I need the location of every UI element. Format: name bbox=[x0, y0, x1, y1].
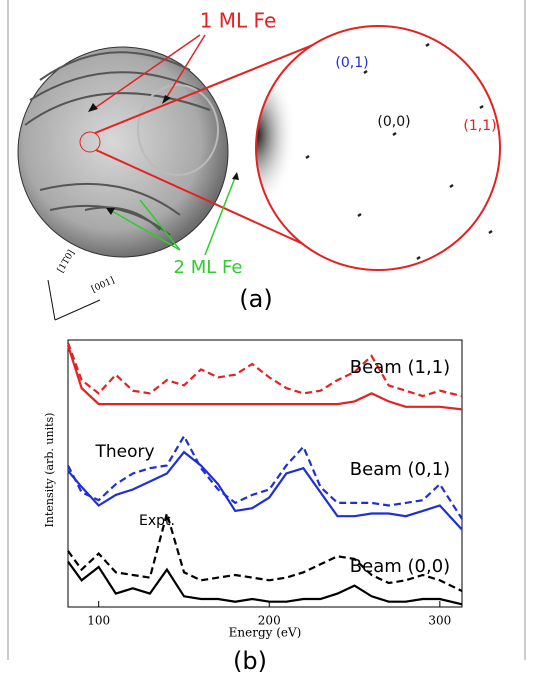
spot-label: (0,0) bbox=[377, 114, 410, 130]
panel-label: (a) bbox=[239, 285, 272, 313]
series-line bbox=[67, 433, 463, 520]
axes-arrows bbox=[47, 279, 101, 321]
series-line bbox=[66, 342, 463, 398]
pointer bbox=[109, 174, 237, 256]
arrowhead bbox=[88, 95, 239, 215]
annotation: Beam (0,1) bbox=[350, 459, 450, 480]
series-line bbox=[67, 509, 463, 592]
panel-label: (b) bbox=[233, 647, 267, 675]
annotation: Expt. bbox=[139, 513, 175, 529]
annotation: Beam (1,1) bbox=[350, 357, 450, 378]
series-line bbox=[66, 344, 463, 411]
zoom-line bbox=[94, 31, 346, 134]
spot-label: (1,1) bbox=[463, 118, 496, 134]
x-tick-label: 200 bbox=[258, 614, 281, 628]
terraces bbox=[24, 51, 219, 236]
direction-label: [1T0] bbox=[56, 249, 77, 275]
y-axis-label: Intensity (arb. units) bbox=[43, 413, 56, 528]
annotation: Theory bbox=[94, 442, 154, 462]
zoom-region bbox=[79, 131, 101, 153]
plot-frame bbox=[67, 339, 463, 608]
leem-image bbox=[17, 46, 229, 258]
spot-label: (0,1) bbox=[335, 55, 368, 71]
x-tick-label: 100 bbox=[87, 614, 110, 628]
pointer bbox=[91, 34, 206, 111]
x-tick-label: 300 bbox=[428, 614, 451, 628]
series-line bbox=[67, 560, 463, 606]
annotation: Beam (0,0) bbox=[350, 556, 450, 577]
annotation: 1 ML Fe bbox=[200, 9, 277, 33]
leed-background bbox=[256, 60, 336, 210]
annotation: 2 ML Fe bbox=[174, 257, 243, 278]
x-axis-label: Energy (eV) bbox=[229, 626, 302, 640]
leed-border bbox=[255, 25, 501, 271]
series-line bbox=[67, 450, 463, 531]
leed-spots bbox=[305, 42, 493, 261]
direction-label: [001] bbox=[90, 276, 116, 295]
